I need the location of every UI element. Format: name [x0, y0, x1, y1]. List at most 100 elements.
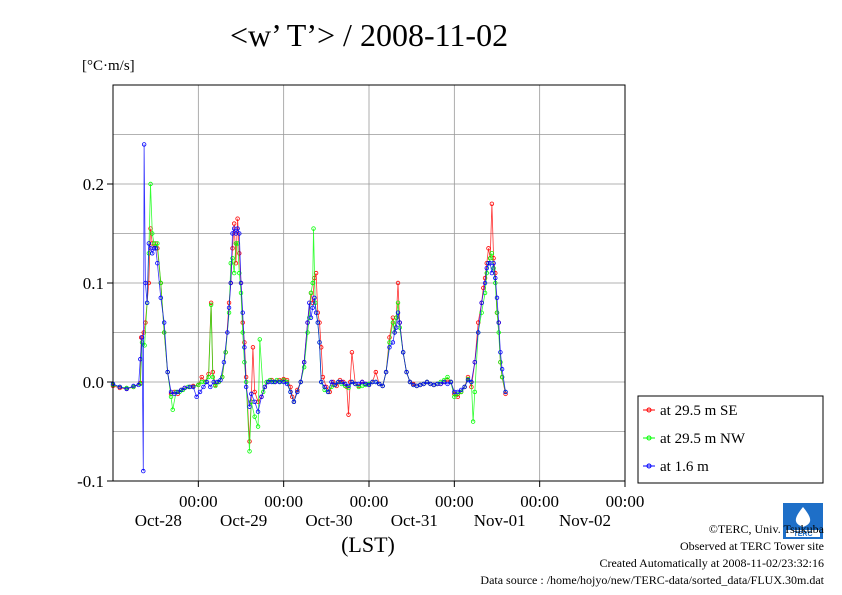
data-point [165, 369, 170, 375]
data-point [503, 389, 508, 395]
data-point [482, 280, 488, 286]
data-point [310, 305, 315, 310]
data-point [175, 389, 181, 395]
x-tick-date-label: Nov-01 [474, 511, 526, 530]
data-point [383, 369, 389, 375]
copyright-text: ©TERC, Univ. Tsukuba [708, 522, 824, 536]
data-point [196, 382, 201, 388]
data-point [312, 295, 317, 301]
data-point [445, 381, 450, 387]
data-point [503, 391, 508, 397]
data-point [231, 270, 237, 276]
data-point [225, 330, 230, 335]
data-point [277, 379, 282, 385]
data-point [424, 379, 430, 385]
series-layer [110, 142, 508, 474]
data-point [441, 379, 447, 385]
data-point [395, 300, 401, 305]
data-point [237, 270, 242, 276]
data-point [257, 337, 262, 342]
data-point [143, 280, 148, 286]
series-line [112, 144, 506, 472]
data-point [148, 181, 153, 187]
data-point [452, 394, 457, 400]
data-point [172, 391, 177, 397]
data-point [226, 305, 232, 310]
series-3 [110, 142, 508, 474]
x-tick-time-label: 00:00 [606, 492, 645, 511]
data-point [325, 389, 331, 395]
data-point [136, 382, 141, 388]
data-point [486, 261, 491, 266]
data-point [311, 226, 316, 231]
data-point [150, 251, 155, 256]
data-point [272, 379, 278, 385]
data-point [153, 246, 158, 251]
data-point [491, 261, 496, 266]
data-point [484, 265, 489, 271]
data-point [235, 216, 240, 221]
data-point [197, 389, 203, 395]
x-tick-date-label: Oct-31 [391, 511, 438, 530]
data-point [235, 226, 240, 231]
data-point [158, 295, 163, 301]
data-point [310, 280, 315, 286]
data-point [237, 251, 242, 256]
data-point [494, 295, 500, 301]
data-point [469, 379, 474, 385]
data-point [476, 330, 481, 335]
data-point [349, 350, 355, 355]
data-point [455, 389, 460, 395]
data-point [499, 374, 505, 380]
data-point [208, 302, 214, 307]
data-point [329, 379, 334, 385]
legend-label: at 29.5 m NW [660, 431, 746, 447]
data-point [142, 343, 147, 348]
data-point [218, 377, 223, 383]
data-point [346, 412, 351, 417]
x-tick-time-label: 00:00 [179, 492, 218, 511]
x-tick-time-label: 00:00 [350, 492, 389, 511]
data-point [349, 379, 355, 385]
data-point [233, 241, 239, 246]
data-point [313, 310, 319, 315]
data-point [496, 330, 501, 335]
y-tick-label: 0.0 [83, 373, 104, 392]
chart-title: <w’ T’> / 2008-11-02 [230, 17, 508, 53]
data-point [250, 345, 256, 350]
data-point [168, 389, 174, 395]
data-point [489, 251, 495, 256]
data-point [170, 407, 175, 412]
x-tick-date-label: Oct-28 [135, 511, 182, 530]
data-point [240, 330, 245, 335]
data-point [307, 300, 312, 305]
data-point [305, 320, 310, 325]
data-point [249, 391, 254, 397]
data-point [346, 383, 351, 389]
data-point [228, 280, 233, 286]
data-point [247, 404, 252, 409]
x-tick-date-label: Oct-29 [220, 511, 267, 530]
data-point [359, 379, 365, 385]
data-point [498, 360, 503, 365]
data-point [131, 383, 136, 389]
data-point [332, 382, 338, 388]
data-point [117, 384, 123, 390]
data-point [238, 290, 244, 296]
data-point [237, 231, 242, 236]
data-point [199, 374, 204, 380]
data-point [397, 320, 402, 325]
data-point [356, 381, 361, 387]
data-point [448, 379, 454, 385]
data-point [259, 394, 264, 400]
data-point [295, 389, 300, 395]
data-point [305, 330, 310, 335]
created-text: Created Automatically at 2008-11-02/23:3… [599, 556, 824, 570]
data-point [479, 310, 484, 315]
data-point [146, 241, 152, 246]
data-point [243, 384, 249, 390]
data-point [394, 325, 399, 330]
data-point [499, 366, 505, 372]
data-point [230, 246, 235, 251]
data-point [213, 383, 218, 389]
